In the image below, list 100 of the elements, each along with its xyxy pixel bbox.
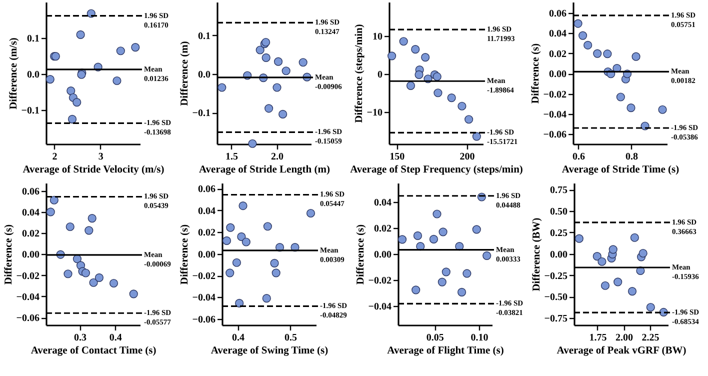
y-tick-label: −0.1 <box>192 108 210 120</box>
y-tick-label: 0.02 <box>198 228 216 239</box>
point <box>46 208 55 216</box>
point <box>472 132 481 141</box>
y-tick-label: 0.04 <box>549 28 566 40</box>
point <box>50 196 58 204</box>
y-tick-label: 0.75 <box>550 185 568 196</box>
y-tick-label: 0.00 <box>374 250 392 261</box>
point <box>278 110 288 118</box>
point <box>226 223 235 232</box>
point <box>406 81 416 90</box>
y-tick-label: 0.00 <box>549 69 566 80</box>
point <box>421 53 430 62</box>
point <box>434 88 442 98</box>
x-tick-label: 2.0 <box>270 152 284 162</box>
y-tick-label: −0.06 <box>192 314 216 326</box>
point <box>574 234 584 243</box>
x-tick-label: 2 <box>52 152 58 162</box>
point <box>413 231 422 240</box>
point <box>438 278 446 286</box>
point <box>399 37 408 46</box>
x-tick-label: 1.75 <box>589 332 607 344</box>
point <box>248 139 257 148</box>
x-tick-label: 0.4 <box>109 332 122 344</box>
point <box>262 294 271 303</box>
point <box>232 258 241 267</box>
y-tick-label: 0.1 <box>198 30 210 42</box>
y-tick-label: 0.00 <box>550 249 568 260</box>
y-axis-title: Difference (steps/min) <box>354 24 365 123</box>
point <box>398 235 407 244</box>
x-axis-title: Average of Contact Time (s) <box>30 346 157 356</box>
point <box>272 268 280 278</box>
y-tick-label: −0.04 <box>543 109 566 120</box>
point <box>598 257 606 266</box>
point <box>218 83 226 92</box>
y-tick-label: 0.06 <box>198 184 216 196</box>
point <box>84 226 94 235</box>
y-tick-label: 0.06 <box>549 8 566 20</box>
x-tick-label: 0.8 <box>626 152 638 162</box>
point <box>638 248 648 258</box>
point <box>256 46 264 54</box>
point <box>262 53 270 62</box>
point <box>592 252 602 261</box>
point <box>274 57 283 66</box>
x-tick-label: 0.05 <box>426 332 444 344</box>
y-tick-label: 0.02 <box>549 48 566 60</box>
point <box>608 245 618 254</box>
point <box>94 273 104 282</box>
y-tick-label: 0.25 <box>550 228 568 239</box>
x-axis-title: Average of Swing Time (s) <box>210 346 329 356</box>
point <box>442 268 450 276</box>
y-tick-label: −0.25 <box>544 270 568 282</box>
y-axis-title: Difference (s) <box>355 224 366 285</box>
point <box>109 278 118 288</box>
x-tick-label: 0.4 <box>232 332 245 344</box>
point <box>432 72 442 81</box>
x-tick-label: 200 <box>460 152 475 162</box>
point <box>462 269 472 278</box>
point <box>600 281 610 290</box>
x-tick-label: 0.6 <box>572 152 586 162</box>
y-tick-label: −0.02 <box>192 271 216 282</box>
x-axis-title: Average of Stride Velocity (m/s) <box>22 164 165 176</box>
point <box>584 40 592 50</box>
point <box>235 298 244 308</box>
point <box>270 258 279 268</box>
y-tick-label: 0.04 <box>22 207 40 218</box>
point <box>264 104 274 113</box>
y-tick-label: 0 <box>378 69 382 80</box>
point <box>76 30 85 39</box>
point <box>574 19 582 28</box>
y-tick-label: −0.04 <box>368 302 392 313</box>
y-tick-label: 0.1 <box>27 33 40 44</box>
x-tick-label: 150 <box>390 152 405 162</box>
point <box>603 50 612 58</box>
point <box>66 222 74 232</box>
point <box>414 70 424 79</box>
point <box>412 286 420 294</box>
y-tick-label: −0.02 <box>16 270 40 282</box>
point <box>112 76 122 86</box>
x-tick-label: 0.10 <box>470 332 488 344</box>
y-tick-label: 10 <box>372 32 382 43</box>
x-axis-title: Average of Peak vGRF (BW) <box>556 346 687 356</box>
point <box>429 234 438 244</box>
point <box>458 102 466 110</box>
point <box>116 46 125 56</box>
y-tick-label: −0.75 <box>544 314 568 325</box>
point <box>88 214 96 223</box>
y-tick-label: 0.04 <box>198 206 216 217</box>
x-tick-label: 3 <box>98 152 104 162</box>
point <box>616 92 625 102</box>
x-tick-label: 2.00 <box>615 332 633 344</box>
point <box>66 86 76 96</box>
y-axis-title: Difference (s) <box>3 224 14 285</box>
point <box>593 49 602 58</box>
x-axis-title: Average of Stride Time (s) <box>562 164 680 176</box>
y-tick-label: 0.0 <box>27 69 40 80</box>
y-tick-label: −0.02 <box>543 89 566 100</box>
point <box>222 236 232 245</box>
point <box>237 232 246 241</box>
y-tick-label: −0.06 <box>16 313 40 324</box>
